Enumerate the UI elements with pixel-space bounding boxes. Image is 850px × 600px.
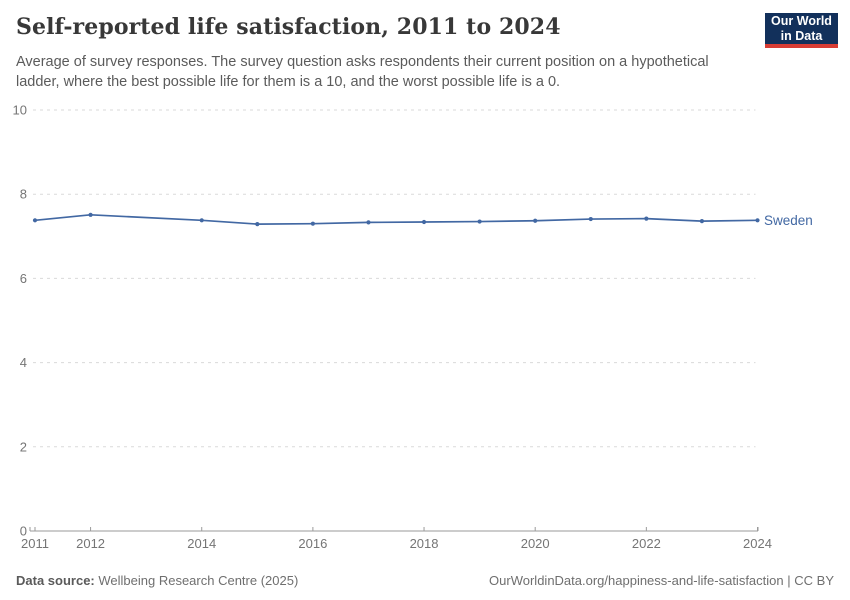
data-source-value: Wellbeing Research Centre (2025) <box>98 573 299 588</box>
chart-subtitle: Average of survey responses. The survey … <box>16 54 709 90</box>
x-tick-label: 2016 <box>298 536 327 551</box>
x-tick-label: 2024 <box>743 536 772 551</box>
data-point <box>88 212 93 217</box>
x-tick-label: 2020 <box>521 536 550 551</box>
data-point <box>699 219 705 224</box>
x-tick-label: 2014 <box>187 536 216 551</box>
data-point <box>366 220 371 225</box>
x-tick-label: 2018 <box>410 536 439 551</box>
series-label-sweden: Sweden <box>764 213 813 228</box>
data-point <box>421 219 427 225</box>
data-point <box>533 218 538 223</box>
x-tick-label: 2011 <box>21 536 49 551</box>
data-line-sweden <box>34 213 759 225</box>
data-point <box>310 221 315 226</box>
data-point <box>755 218 760 223</box>
y-tick-label: 0 <box>20 524 27 539</box>
data-point <box>588 216 593 222</box>
owid-logo-line2: in Data <box>780 28 823 43</box>
y-tick-label: 6 <box>20 271 27 286</box>
y-tick-label: 2 <box>20 439 27 454</box>
page-title: Self-reported life satisfaction, 2011 to… <box>16 14 561 40</box>
footer-credit: OurWorldinData.org/happiness-and-life-sa… <box>489 573 834 588</box>
credit-url-link[interactable]: OurWorldinData.org/happiness-and-life-sa… <box>489 573 784 588</box>
data-point <box>644 216 649 221</box>
y-tick-label: 10 <box>13 103 27 118</box>
x-tick-label: 2012 <box>76 536 105 551</box>
data-source-text: Data source: Wellbeing Research Centre (… <box>16 573 298 588</box>
data-point <box>32 218 38 223</box>
data-point <box>199 218 204 223</box>
owid-logo[interactable]: Our World in Data <box>765 13 838 48</box>
data-point <box>477 219 482 224</box>
chart-footer: Data source: Wellbeing Research Centre (… <box>16 570 834 588</box>
credit-separator: | <box>787 573 791 588</box>
y-tick-label: 8 <box>20 187 27 202</box>
x-tick-label: 2022 <box>632 536 661 551</box>
y-tick-label: 4 <box>20 355 27 370</box>
data-point <box>255 221 260 227</box>
credit-license-link[interactable]: CC BY <box>794 573 834 588</box>
owid-logo-line1: Our World <box>771 14 832 28</box>
data-source-label: Data source: <box>16 573 95 588</box>
